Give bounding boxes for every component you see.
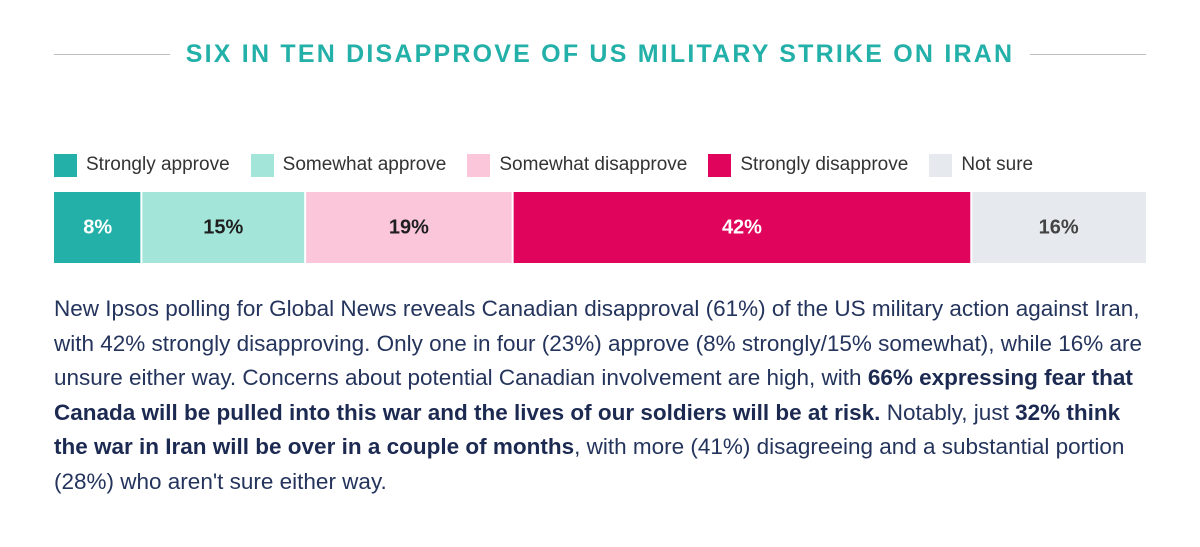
legend-swatch (54, 153, 77, 177)
bar-value-label: 16% (1039, 217, 1079, 239)
legend-swatch (929, 153, 953, 177)
legend-item: Somewhat approve (250, 153, 447, 177)
summary-bold-1: 66% expressing fear that Canada will be … (54, 365, 1133, 425)
bar-segment (141, 192, 306, 263)
legend-label: Somewhat disapprove (499, 154, 688, 175)
title-rule-right (1030, 53, 1147, 55)
legend-item: Strongly approve (54, 153, 230, 177)
legend-swatch (708, 153, 732, 177)
segment-divider (511, 192, 514, 263)
summary-text-1: New Ipsos polling for Global News reveal… (54, 296, 1143, 390)
bar-segment (971, 192, 1146, 263)
legend-label: Strongly approve (86, 154, 230, 175)
bar-value-label: 8% (83, 217, 112, 239)
legend-swatch (250, 153, 274, 177)
segment-divider (140, 192, 143, 263)
segment-divider (304, 192, 307, 263)
legend-label: Strongly disapprove (740, 154, 909, 175)
legend-label: Not sure (961, 154, 1034, 175)
summary-text-2: Notably, just (880, 399, 1016, 425)
title-rule-left (54, 53, 170, 55)
bar-value-label: 15% (203, 217, 243, 239)
bar-segment (305, 192, 513, 263)
bar-value-label: 42% (722, 217, 762, 239)
summary-bold-2: 32% think the war in Iran will be over i… (54, 399, 1121, 460)
bar-value-label: 19% (389, 217, 429, 239)
legend-item: Somewhat disapprove (467, 153, 688, 177)
chart-legend: Strongly approve Somewhat approve Somewhat… (54, 152, 1146, 178)
legend-swatch (467, 153, 491, 177)
title-row: SIX IN TEN DISAPPROVE OF US MILITARY STR… (54, 36, 1147, 72)
summary-paragraph: New Ipsos polling for Global News reveal… (54, 292, 1154, 499)
bar-segment (512, 192, 972, 263)
summary-text-3: , with more (41%) disagreeing and a subs… (54, 434, 1125, 494)
legend-item: Strongly disapprove (708, 153, 909, 177)
legend-item: Not sure (929, 153, 1034, 177)
bar-segment (54, 192, 142, 263)
chart-title: SIX IN TEN DISAPPROVE OF US MILITARY STR… (185, 39, 1015, 68)
stacked-bar-chart: 8% 15% 19% 42% 16% (54, 192, 1146, 263)
legend-label: Somewhat approve (282, 154, 447, 175)
segment-divider (970, 192, 973, 263)
